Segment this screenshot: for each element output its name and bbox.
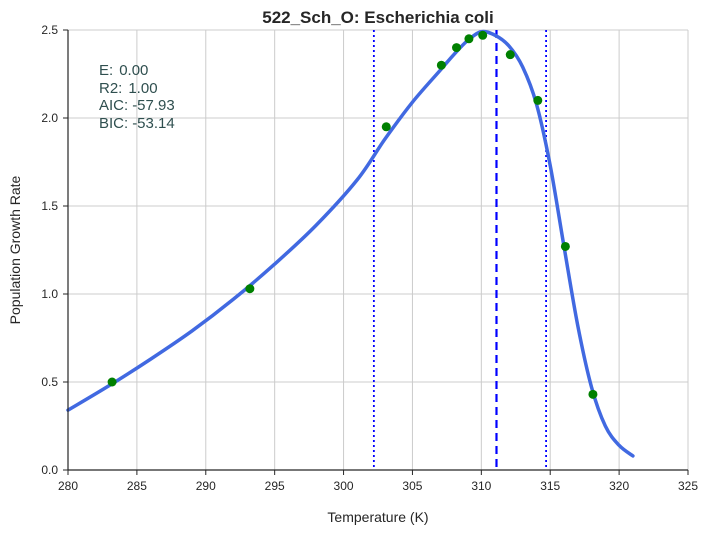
- data-point: [505, 50, 515, 60]
- data-point: [533, 95, 543, 105]
- data-point: [107, 377, 117, 387]
- x-tick-label: 325: [678, 479, 698, 493]
- data-point: [381, 122, 391, 132]
- data-point: [560, 241, 570, 251]
- stat-e: E: 0.00: [99, 62, 148, 79]
- x-tick-label: 315: [540, 479, 560, 493]
- data-point: [436, 60, 446, 70]
- x-tick-label: 310: [471, 479, 491, 493]
- reference-lines: [372, 30, 547, 470]
- data-point: [478, 30, 488, 40]
- tick-labels: 280 285 290 295 300 305 310 315 320 325 0.0 0.5 1.0 1…: [41, 23, 698, 493]
- x-axis-label: Temperature (K): [327, 509, 428, 525]
- y-tick-label: 1.0: [41, 287, 58, 301]
- x-tick-label: 295: [265, 479, 285, 493]
- y-axis-label: Population Growth Rate: [7, 175, 23, 324]
- y-tick-label: 2.0: [41, 111, 58, 125]
- data-point: [464, 34, 474, 44]
- plot-area: [68, 30, 688, 470]
- data-point: [452, 43, 462, 53]
- x-tick-label: 320: [609, 479, 629, 493]
- x-tick-label: 305: [402, 479, 422, 493]
- fit-statistics: E: 0.00 R2: 1.00 AIC: -57.93 BIC: -53.14: [99, 62, 175, 132]
- data-point: [588, 389, 598, 399]
- stat-aic: AIC: -57.93: [99, 97, 175, 114]
- x-tick-label: 290: [196, 479, 216, 493]
- y-tick-label: 0.0: [41, 463, 58, 477]
- y-tick-label: 1.5: [41, 199, 58, 213]
- x-tick-label: 280: [58, 479, 78, 493]
- observation-points: [107, 30, 598, 399]
- stat-r2: R2: 1.00: [99, 80, 158, 97]
- chart-title: 522_Sch_O: Escherichia coli: [262, 8, 494, 27]
- axes: [63, 29, 689, 475]
- data-point: [245, 284, 255, 294]
- stat-bic: BIC: -53.14: [99, 115, 175, 132]
- y-tick-label: 2.5: [41, 23, 58, 37]
- y-tick-label: 0.5: [41, 375, 58, 389]
- x-tick-label: 300: [334, 479, 354, 493]
- x-tick-label: 285: [127, 479, 147, 493]
